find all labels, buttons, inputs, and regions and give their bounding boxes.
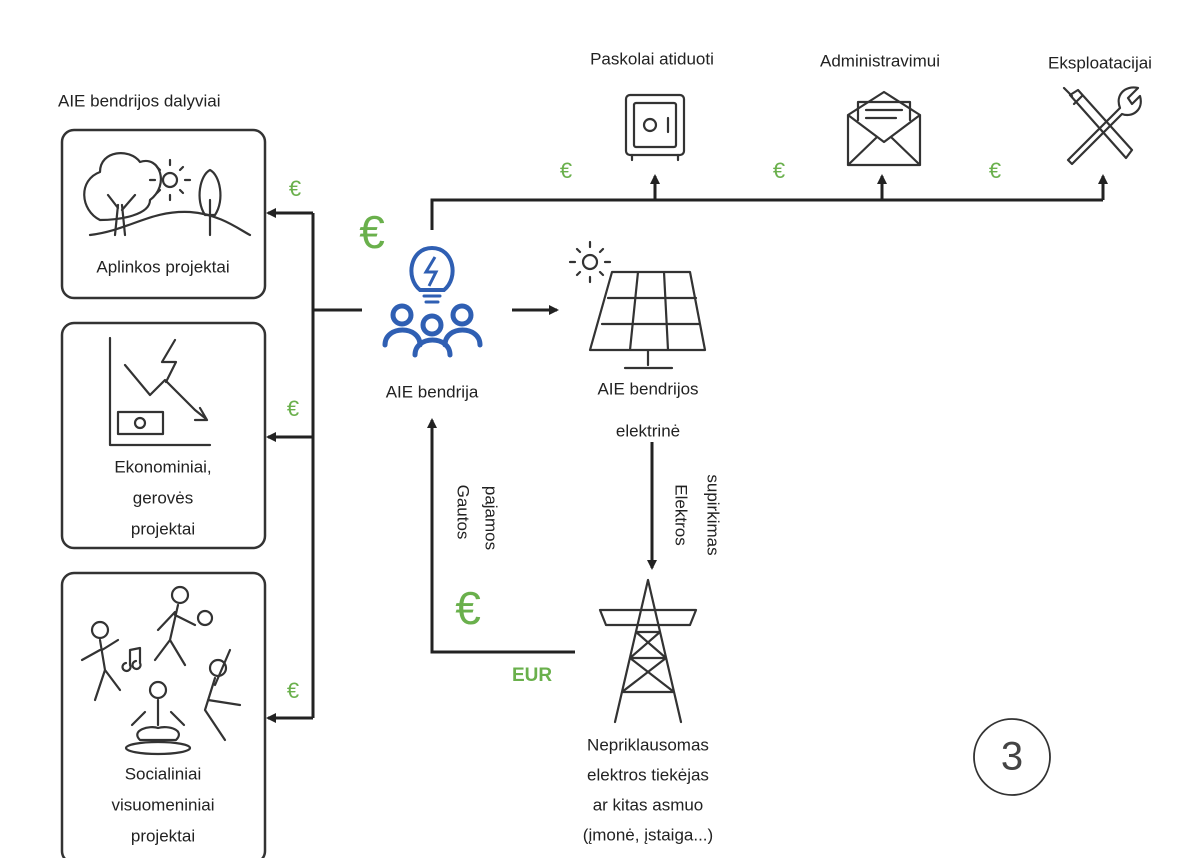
box-label: Ekonominiai, bbox=[114, 457, 211, 476]
euro-sign: € bbox=[289, 176, 301, 201]
buyer-label: elektros tiekėjas bbox=[587, 765, 709, 784]
euro-sign: € bbox=[560, 158, 572, 183]
flow-label: Elektros bbox=[672, 484, 691, 545]
plant-label: AIE bendrijos bbox=[597, 379, 698, 398]
box-label: projektai bbox=[131, 519, 195, 538]
box-label: gerovės bbox=[133, 488, 193, 507]
expense-label: Administravimui bbox=[820, 51, 940, 70]
buyer-label: Nepriklausomas bbox=[587, 735, 709, 754]
buyer-label: ar kitas asmuo bbox=[593, 795, 704, 814]
icon-solar bbox=[570, 242, 705, 368]
box-label: projektai bbox=[131, 826, 195, 845]
step-number: 3 bbox=[1001, 735, 1023, 779]
icon-safe bbox=[626, 95, 684, 160]
icon-envelope bbox=[848, 92, 920, 165]
box-label: Socialiniai bbox=[125, 764, 202, 783]
euro-sign: € bbox=[287, 678, 299, 703]
expense-label: Eksploatacijai bbox=[1048, 53, 1152, 72]
box-economic bbox=[62, 323, 265, 548]
expense-label: Paskolai atiduoti bbox=[590, 49, 714, 68]
participants-label: AIE bendrijos dalyviai bbox=[58, 91, 221, 110]
arrow bbox=[432, 420, 575, 652]
diagram: AIE bendrijos dalyviai Aplinkos projekta… bbox=[0, 0, 1190, 858]
plant-label: elektrinė bbox=[616, 421, 680, 440]
euro-sign: € bbox=[989, 158, 1001, 183]
euro-sign: € bbox=[455, 582, 481, 634]
community-label: AIE bendrija bbox=[386, 382, 479, 401]
connector bbox=[313, 213, 362, 718]
icon-tools bbox=[1064, 87, 1141, 164]
euro-sign: € bbox=[773, 158, 785, 183]
icon-tower bbox=[600, 580, 696, 722]
flow-label: pajamos bbox=[482, 486, 501, 550]
flow-label: supirkimas bbox=[704, 474, 723, 555]
box-label: Aplinkos projektai bbox=[96, 257, 229, 276]
box-social bbox=[62, 573, 265, 858]
connector bbox=[432, 200, 1103, 230]
euro-sign: € bbox=[359, 206, 385, 258]
icon-community bbox=[385, 248, 480, 355]
euro-sign: € bbox=[287, 396, 299, 421]
box-label: visuomeniniai bbox=[112, 795, 215, 814]
buyer-label: (įmonė, įstaiga...) bbox=[583, 825, 713, 844]
flow-label: Gautos bbox=[454, 485, 473, 540]
currency-label: EUR bbox=[512, 665, 552, 686]
